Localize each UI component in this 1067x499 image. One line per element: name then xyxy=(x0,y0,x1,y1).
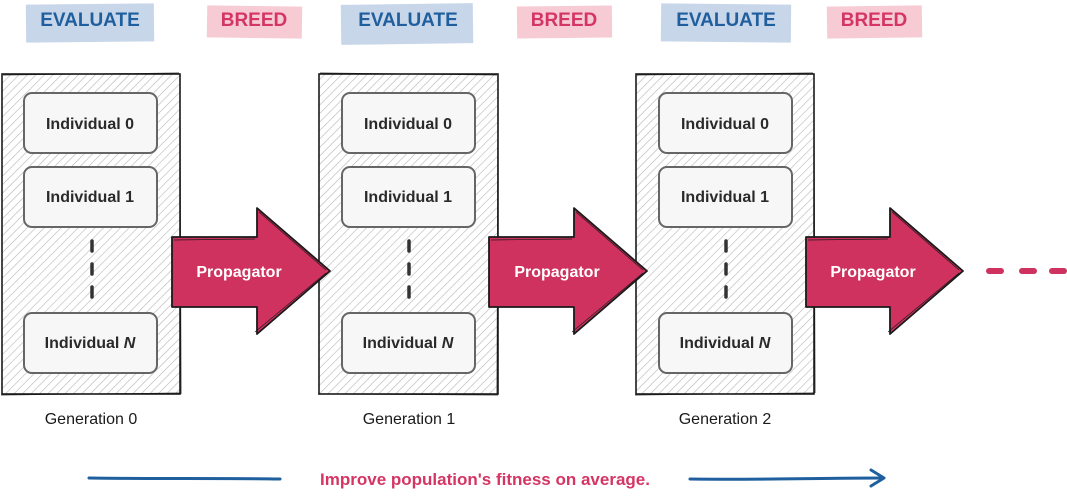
evaluate-text: EVALUATE xyxy=(358,10,458,31)
caption: Improve population's fitness on average. xyxy=(320,470,650,489)
breed-text: BREED xyxy=(531,10,598,31)
evaluate-text: EVALUATE xyxy=(676,10,776,31)
arrow-head-icon xyxy=(869,468,886,488)
individual-box: Individual N xyxy=(341,312,476,374)
individual-label: Individual 1 xyxy=(681,189,769,206)
individual-box: Individual N xyxy=(658,312,793,374)
propagator-label: Propagator xyxy=(514,264,599,281)
individual-label: Individual N xyxy=(363,335,454,352)
propagator-arrow-1: Propagator xyxy=(488,207,648,335)
generation-label: Generation 0 xyxy=(45,411,138,428)
individual-label: Individual 1 xyxy=(46,189,134,206)
individual-label-text: Individual xyxy=(363,335,442,352)
propagator-label: Propagator xyxy=(830,264,915,281)
breed-label-0: BREED xyxy=(206,5,303,39)
individual-box: Individual 0 xyxy=(23,92,158,154)
individual-label: Individual N xyxy=(680,335,771,352)
individual-label-suffix: N xyxy=(124,335,136,352)
generation-1: Individual 0 Individual 1 Individual N xyxy=(317,72,499,396)
individual-label-suffix: N xyxy=(759,335,771,352)
evaluate-label-1: EVALUATE xyxy=(340,3,474,45)
breed-text: BREED xyxy=(841,10,908,31)
individual-box: Individual 0 xyxy=(658,92,793,154)
breed-label-1: BREED xyxy=(516,5,613,39)
individual-label-text: Individual xyxy=(680,335,759,352)
evaluate-label-2: EVALUATE xyxy=(660,3,792,43)
individual-label: Individual 1 xyxy=(364,189,452,206)
individual-label: Individual 0 xyxy=(46,116,134,133)
propagator-arrow-2: Propagator xyxy=(805,207,964,335)
propagator-label: Propagator xyxy=(196,264,281,281)
propagator-arrow-0: Propagator xyxy=(171,207,331,335)
generation-2: Individual 0 Individual 1 Individual N xyxy=(634,72,816,396)
individual-label: Individual 0 xyxy=(364,116,452,133)
individual-box: Individual 1 xyxy=(23,166,158,228)
fitness-arrow: Improve population's fitness on average. xyxy=(87,468,886,489)
individual-label: Individual 0 xyxy=(681,116,769,133)
individual-label-suffix: N xyxy=(442,335,454,352)
evaluate-text: EVALUATE xyxy=(40,10,140,31)
generation-label: Generation 2 xyxy=(679,411,772,428)
individual-box: Individual N xyxy=(23,312,158,374)
breed-text: BREED xyxy=(221,10,288,31)
generation-0: Individual 0 Individual 1 Individual N xyxy=(0,72,182,396)
generation-label: Generation 1 xyxy=(363,411,456,428)
individual-label-text: Individual xyxy=(45,335,124,352)
evaluate-label-0: EVALUATE xyxy=(25,3,155,43)
individual-label: Individual N xyxy=(45,335,136,352)
individual-box: Individual 0 xyxy=(341,92,476,154)
individual-box: Individual 1 xyxy=(658,166,793,228)
individual-box: Individual 1 xyxy=(341,166,476,228)
breed-label-2: BREED xyxy=(826,5,923,39)
